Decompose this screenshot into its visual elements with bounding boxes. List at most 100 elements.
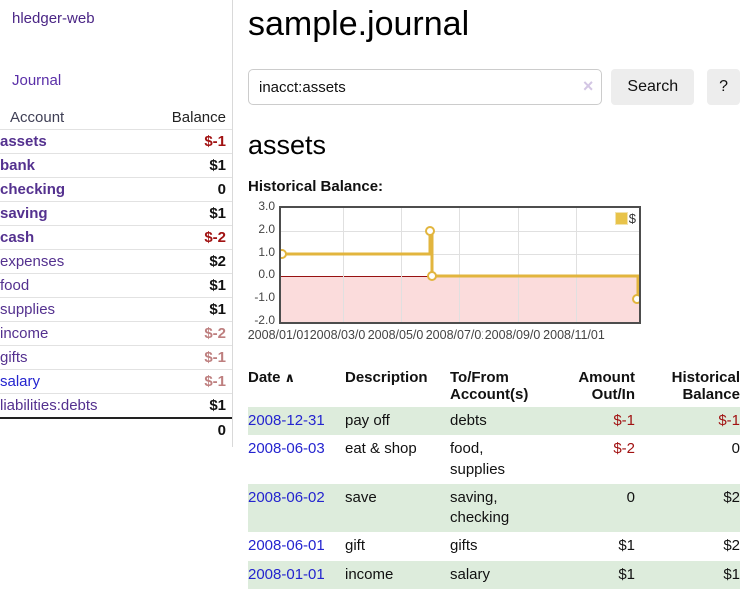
historical-balance-chart: 3.0 2.0 1.0 0.0 -1.0 -2.0 $ bbox=[246, 199, 740, 346]
legend-swatch bbox=[614, 212, 628, 225]
accounts-header-balance: Balance bbox=[171, 109, 226, 126]
transaction-date-link[interactable]: 2008-06-02 bbox=[248, 488, 325, 506]
account-row: bank $1 bbox=[0, 153, 232, 178]
transaction-historical: 0 bbox=[731, 440, 740, 458]
transaction-historical: $1 bbox=[723, 565, 740, 583]
transaction-row: 2008-06-01 gift gifts $1 $2 bbox=[248, 532, 740, 560]
transaction-description: income bbox=[345, 565, 394, 583]
transaction-description: gift bbox=[345, 537, 366, 555]
chart-title: Historical Balance: bbox=[248, 178, 384, 195]
transaction-amount: $1 bbox=[618, 565, 635, 583]
transaction-historical: $-1 bbox=[718, 412, 740, 429]
y-tick: 1.0 bbox=[258, 245, 275, 259]
clear-search-icon[interactable]: × bbox=[582, 76, 594, 96]
y-tick: 3.0 bbox=[258, 199, 275, 213]
search-form: × Search ? bbox=[248, 69, 740, 105]
accounts-header-account: Account bbox=[10, 109, 65, 126]
transaction-date-link[interactable]: 2008-01-01 bbox=[248, 565, 325, 583]
account-row: liabilities:debts $1 bbox=[0, 393, 232, 418]
transaction-accounts: saving, checking bbox=[450, 488, 510, 526]
sort-ascending-icon: ∧ bbox=[284, 370, 296, 385]
chart-plot-area: $ bbox=[279, 206, 641, 324]
transaction-amount: $-1 bbox=[613, 412, 635, 429]
x-tick: 2008/01/01 bbox=[246, 328, 312, 342]
account-balance: $1 bbox=[134, 297, 232, 322]
register-table: Date ∧ Description To/From Account(s) Amo… bbox=[248, 367, 740, 589]
account-link-liabilities-debts[interactable]: liabilities:debts bbox=[0, 396, 98, 414]
account-link-assets[interactable]: assets bbox=[0, 133, 47, 150]
account-link-supplies[interactable]: supplies bbox=[0, 301, 56, 318]
register-header-amount[interactable]: Amount Out/In bbox=[578, 369, 635, 403]
transaction-accounts: gifts bbox=[450, 537, 478, 555]
account-link-saving[interactable]: saving bbox=[0, 205, 48, 222]
sidebar: hledger-web Journal Account Balance asse… bbox=[0, 0, 233, 447]
accounts-balance-table: Account Balance assets $-1 bank $1 check… bbox=[0, 107, 232, 442]
transaction-accounts: food, supplies bbox=[450, 440, 506, 478]
search-input[interactable] bbox=[248, 69, 603, 105]
account-page-title: assets bbox=[248, 130, 327, 160]
account-link-bank[interactable]: bank bbox=[0, 157, 36, 174]
accounts-total-row: 0 bbox=[0, 416, 232, 442]
register-header-historical[interactable]: Historical Balance bbox=[671, 369, 740, 403]
x-tick: 2008/07/01 bbox=[424, 328, 490, 342]
account-balance: $1 bbox=[134, 393, 232, 418]
account-balance: $-1 bbox=[134, 369, 232, 394]
account-link-cash[interactable]: cash bbox=[0, 229, 35, 246]
transaction-historical: $2 bbox=[723, 488, 740, 506]
account-balance: 0 bbox=[134, 177, 232, 202]
account-row: assets $-1 bbox=[0, 129, 232, 154]
account-link-income[interactable]: income bbox=[0, 325, 49, 342]
account-balance: $-2 bbox=[134, 321, 232, 346]
y-tick: 2.0 bbox=[258, 222, 275, 236]
account-row: income $-2 bbox=[0, 321, 232, 346]
register-header-description[interactable]: Description bbox=[345, 369, 428, 386]
account-link-checking[interactable]: checking bbox=[0, 181, 66, 198]
sidebar-item-journal[interactable]: Journal bbox=[12, 72, 62, 89]
account-row: salary $-1 bbox=[0, 369, 232, 394]
register-header-accounts[interactable]: To/From Account(s) bbox=[450, 369, 529, 403]
transaction-accounts: debts bbox=[450, 412, 487, 429]
transaction-row: 2008-12-31 pay off debts $-1 $-1 bbox=[248, 407, 740, 436]
account-row: saving $1 bbox=[0, 201, 232, 226]
account-row: checking 0 bbox=[0, 177, 232, 202]
transaction-description: pay off bbox=[345, 412, 390, 429]
account-link-food[interactable]: food bbox=[0, 277, 30, 294]
account-balance: $1 bbox=[134, 273, 232, 298]
account-balance: $-1 bbox=[134, 129, 232, 154]
account-balance: $-2 bbox=[134, 225, 232, 250]
account-link-expenses[interactable]: expenses bbox=[0, 253, 65, 270]
transaction-amount: $1 bbox=[618, 537, 635, 555]
account-balance: $1 bbox=[134, 153, 232, 178]
transaction-amount: $-2 bbox=[613, 440, 635, 458]
account-row: food $1 bbox=[0, 273, 232, 298]
transaction-description: eat & shop bbox=[345, 440, 417, 458]
y-tick: 0.0 bbox=[258, 267, 275, 281]
y-tick: -2.0 bbox=[254, 313, 275, 327]
transaction-row: 2008-06-03 eat & shop food, supplies $-2… bbox=[248, 435, 740, 484]
account-link-salary[interactable]: salary bbox=[0, 373, 41, 390]
transaction-row: 2008-01-01 income salary $1 $1 bbox=[248, 560, 740, 589]
account-row: gifts $-1 bbox=[0, 345, 232, 370]
transaction-historical: $2 bbox=[723, 537, 740, 555]
y-tick: -1.0 bbox=[254, 290, 275, 304]
account-balance: $-1 bbox=[134, 345, 232, 370]
account-row: expenses $2 bbox=[0, 249, 232, 274]
transaction-date-link[interactable]: 2008-12-31 bbox=[248, 412, 325, 429]
chart-legend: $ bbox=[614, 211, 636, 226]
help-button[interactable]: ? bbox=[707, 69, 740, 105]
account-balance: $1 bbox=[134, 201, 232, 226]
transaction-description: save bbox=[345, 488, 377, 506]
date-header-label: Date bbox=[248, 369, 281, 386]
search-button[interactable]: Search bbox=[611, 69, 695, 105]
legend-label: $ bbox=[628, 211, 636, 226]
x-tick: 2008/05/01 bbox=[366, 328, 432, 342]
x-tick: 2008/03/01 bbox=[308, 328, 374, 342]
accounts-total-value: 0 bbox=[134, 416, 232, 442]
app-brand-link[interactable]: hledger-web bbox=[12, 10, 95, 27]
main-content: sample.journal × Search ? assets Histori… bbox=[246, 0, 740, 589]
register-header-date[interactable]: Date ∧ bbox=[248, 367, 345, 407]
transaction-date-link[interactable]: 2008-06-01 bbox=[248, 537, 325, 555]
transaction-amount: 0 bbox=[626, 488, 635, 506]
account-link-gifts[interactable]: gifts bbox=[0, 349, 28, 366]
transaction-date-link[interactable]: 2008-06-03 bbox=[248, 440, 325, 458]
